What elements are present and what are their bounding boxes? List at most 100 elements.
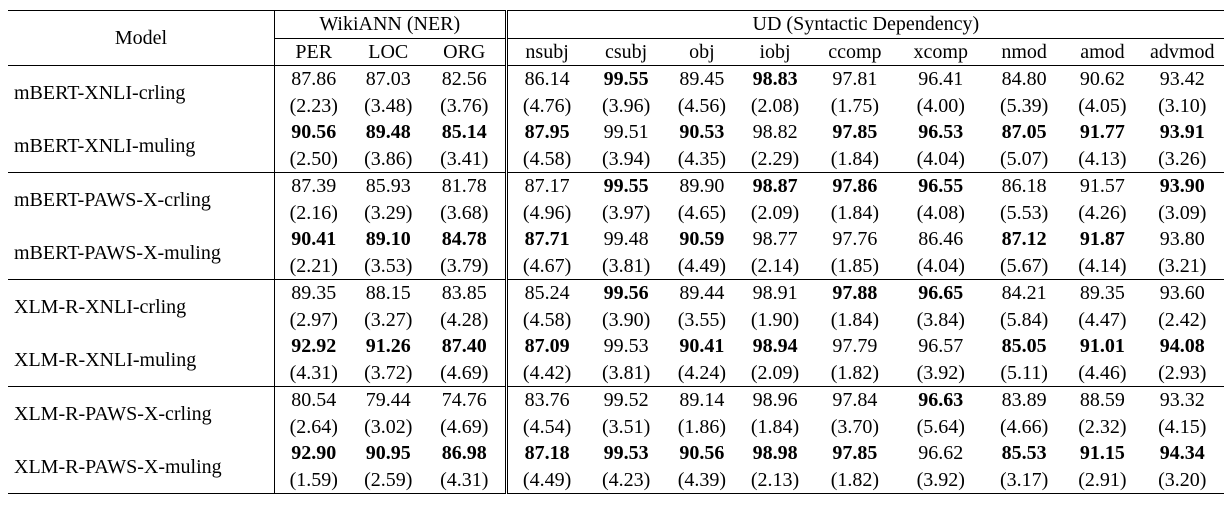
col-header-ccomp: ccomp: [812, 38, 898, 66]
mean-cell: 87.03: [352, 65, 424, 93]
std-cell: (2.59): [352, 466, 424, 494]
mean-cell: 85.53: [1001, 442, 1047, 465]
mean-cell: 84.78: [423, 226, 508, 253]
std-cell: (3.86): [364, 147, 413, 170]
mean-cell: 83.89: [983, 386, 1065, 414]
mean-cell: 96.55: [897, 172, 984, 200]
std-cell: (2.23): [289, 94, 338, 117]
std-cell: (4.04): [916, 254, 965, 277]
mean-cell: 92.90: [291, 442, 337, 465]
mean-cell: 85.24: [506, 279, 587, 307]
table-row-std: (2.16) (3.29) (3.68) (4.96) (3.97) (4.65) (2.0…: [8, 199, 1224, 226]
std-cell: (1.84): [830, 201, 880, 224]
mean-cell: 87.05: [1001, 121, 1047, 144]
mean-cell: 90.59: [679, 228, 725, 251]
col-header-loc: LOC: [352, 38, 424, 66]
std-cell: (2.21): [289, 254, 338, 277]
mean-cell: 94.34: [1159, 442, 1205, 465]
mean-cell: 86.98: [423, 440, 508, 467]
mean-cell: 87.39: [274, 172, 353, 200]
std-cell: (3.27): [364, 308, 413, 331]
mean-cell: 89.35: [274, 279, 353, 307]
model-name: XLM-R-XNLI-crling: [8, 279, 275, 333]
mean-cell: 91.77: [1079, 121, 1125, 144]
mean-cell: 89.90: [665, 172, 738, 200]
std-cell: (1.86): [677, 415, 727, 438]
table-row-std: (2.21) (3.53) (3.79) (4.67) (3.81) (4.49) (2.1…: [8, 252, 1224, 280]
std-cell: (3.09): [1158, 201, 1207, 224]
std-cell: (4.04): [916, 147, 965, 170]
mean-cell: 98.83: [737, 65, 813, 93]
std-cell: (5.53): [999, 201, 1049, 224]
mean-cell: 88.59: [1064, 386, 1141, 414]
std-cell: (4.69): [423, 359, 508, 387]
std-cell: (4.65): [677, 201, 727, 224]
mean-cell: 99.48: [603, 228, 649, 251]
mean-cell: 85.14: [423, 119, 508, 146]
std-cell: (3.96): [601, 94, 651, 117]
model-header: Model: [8, 10, 275, 66]
std-cell: (1.75): [830, 94, 880, 117]
mean-cell: 90.41: [679, 335, 725, 358]
mean-cell: 90.53: [679, 121, 725, 144]
mean-cell: 97.86: [812, 172, 898, 200]
mean-cell: 86.14: [506, 65, 587, 93]
mean-cell: 91.01: [1079, 335, 1125, 358]
std-cell: (4.14): [1078, 254, 1127, 277]
std-cell: (3.26): [1158, 147, 1207, 170]
std-cell: (4.56): [677, 94, 727, 117]
std-cell: (4.31): [423, 466, 508, 494]
mean-cell: 82.56: [423, 65, 508, 93]
std-cell: (5.84): [999, 308, 1049, 331]
std-cell: (3.17): [983, 466, 1065, 494]
wikiann-group-header: WikiANN (NER): [274, 10, 508, 39]
std-cell: (3.70): [830, 415, 880, 438]
mean-cell: 83.85: [423, 279, 508, 307]
mean-cell: 97.85: [832, 442, 878, 465]
std-cell: (4.76): [522, 94, 572, 117]
std-cell: (3.20): [1140, 466, 1224, 494]
std-cell: (4.49): [506, 466, 587, 494]
std-cell: (4.00): [916, 94, 965, 117]
mean-cell: 87.40: [423, 333, 508, 360]
mean-cell: 97.85: [832, 121, 878, 144]
mean-cell: 98.98: [752, 442, 798, 465]
ud-group-header: UD (Syntactic Dependency): [506, 10, 1224, 39]
std-cell: (2.29): [750, 147, 800, 170]
table-row-std: (4.31) (3.72) (4.69) (4.42) (3.81) (4.24) (2.0…: [8, 359, 1224, 387]
std-cell: (3.72): [364, 361, 413, 384]
std-cell: (2.50): [289, 147, 338, 170]
std-cell: (5.67): [999, 254, 1049, 277]
std-cell: (3.81): [601, 254, 651, 277]
mean-cell: 97.76: [832, 228, 878, 251]
std-cell: (3.48): [364, 94, 413, 117]
std-cell: (2.64): [289, 415, 338, 438]
mean-cell: 89.35: [1064, 279, 1141, 307]
mean-cell: 93.80: [1159, 228, 1205, 251]
mean-cell: 92.92: [291, 335, 337, 358]
mean-cell: 98.77: [752, 228, 798, 251]
std-cell: (3.55): [677, 308, 727, 331]
mean-cell: 96.62: [918, 442, 964, 465]
mean-cell: 97.81: [812, 65, 898, 93]
table-row-mean: XLM-R-XNLI-muling 92.92 91.26 87.40 87.09 99.…: [8, 333, 1224, 387]
mean-cell: 89.44: [665, 279, 738, 307]
std-cell: (4.05): [1078, 94, 1127, 117]
mean-cell: 81.78: [423, 172, 508, 200]
std-cell: (3.02): [364, 415, 413, 438]
std-cell: (1.82): [830, 361, 880, 384]
std-cell: (4.35): [677, 147, 727, 170]
mean-cell: 98.94: [752, 335, 798, 358]
std-cell: (3.84): [916, 308, 965, 331]
std-cell: (3.94): [601, 147, 651, 170]
mean-cell: 94.08: [1159, 335, 1205, 358]
model-name: mBERT-PAWS-X-muling: [8, 226, 275, 280]
std-cell: (4.47): [1078, 308, 1127, 331]
std-cell: (2.13): [737, 466, 813, 494]
std-cell: (2.32): [1078, 415, 1127, 438]
mean-cell: 99.56: [586, 279, 666, 307]
mean-cell: 79.44: [352, 386, 424, 414]
mean-cell: 96.53: [918, 121, 964, 144]
mean-cell: 99.55: [586, 172, 666, 200]
mean-cell: 98.96: [737, 386, 813, 414]
